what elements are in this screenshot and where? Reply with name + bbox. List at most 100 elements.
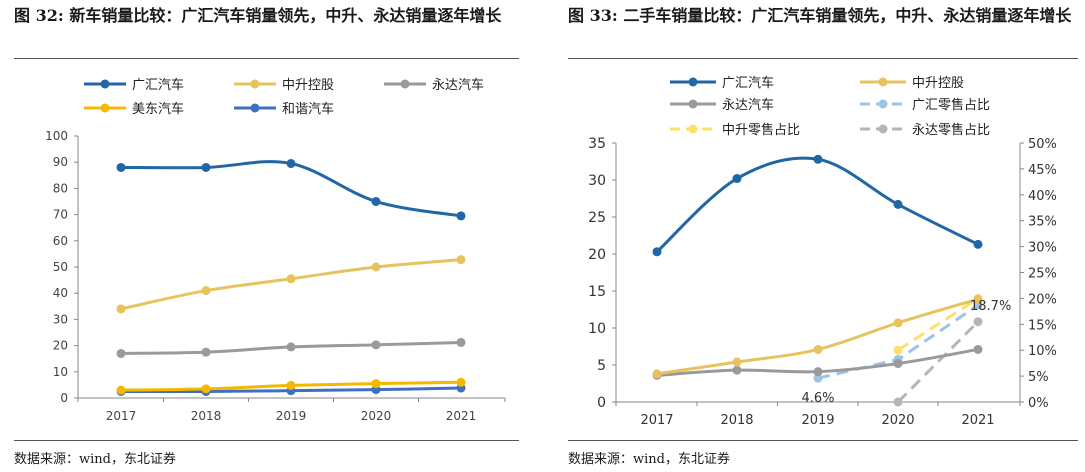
source-note: 数据来源：wind，东北证券 xyxy=(568,452,730,467)
data-point xyxy=(116,385,126,395)
data-point xyxy=(732,365,742,375)
y2-tick-label: 45% xyxy=(1028,163,1057,178)
title-text: 二手车销量比较：广汇汽车销量领先，中升、永达销量逐年增长 xyxy=(623,6,1072,25)
y-tick-label: 30 xyxy=(53,312,68,326)
data-point xyxy=(286,380,296,390)
legend-item-series-3: 永达汽车 xyxy=(384,77,484,93)
data-point xyxy=(116,304,126,314)
legend-marker xyxy=(688,77,698,87)
legend-label: 中升零售占比 xyxy=(722,122,800,138)
data-point xyxy=(813,367,823,377)
legend-item-series-6: 永达零售占比 xyxy=(860,122,990,138)
y2-tick-label: 20% xyxy=(1028,292,1057,307)
y-tick-label: 5 xyxy=(597,358,606,374)
chart-title: 图 32: 新车销量比较：广汇汽车销量领先，中升、永达销量逐年增长 xyxy=(14,4,514,28)
legend-label: 广汇汽车 xyxy=(722,75,774,91)
y2-tick-label: 30% xyxy=(1028,241,1057,256)
data-point xyxy=(371,379,381,389)
x-tick-label: 2021 xyxy=(446,409,477,423)
data-point xyxy=(456,337,466,347)
y2-tick-label: 50% xyxy=(1028,137,1057,152)
line-series-2 xyxy=(652,294,983,379)
y2-tick-label: 15% xyxy=(1028,318,1057,333)
series-line xyxy=(897,297,979,352)
x-tick-label: 2018 xyxy=(191,409,222,423)
x-tick-label: 2020 xyxy=(881,413,914,428)
y2-tick-label: 25% xyxy=(1028,267,1057,282)
y-tick-label: 0 xyxy=(597,395,606,411)
y2-tick-label: 5% xyxy=(1028,370,1049,385)
y-tick-label: 20 xyxy=(53,339,68,353)
legend-label: 广汇汽车 xyxy=(132,77,184,93)
legend-item-series-2: 中升控股 xyxy=(234,78,334,93)
title-text: 新车销量比较：广汇汽车销量领先，中升、永达销量逐年增长 xyxy=(69,6,502,25)
x-tick-label: 2019 xyxy=(276,409,307,423)
legend-label: 永达汽车 xyxy=(432,77,484,93)
source-divider xyxy=(568,440,1078,441)
x-tick-label: 2017 xyxy=(106,409,137,423)
legend-item-series-4: 美东汽车 xyxy=(84,101,184,117)
data-point xyxy=(652,369,662,379)
y-tick-label: 10 xyxy=(53,365,68,379)
y-tick-label: 40 xyxy=(53,286,68,300)
series-line xyxy=(120,258,462,311)
chart-title: 图 33: 二手车销量比较：广汇汽车销量领先，中升、永达销量逐年增长 xyxy=(568,4,1078,28)
data-point xyxy=(732,174,742,184)
legend-marker xyxy=(688,124,698,134)
legend-marker xyxy=(250,103,260,113)
data-label: 4.6% xyxy=(801,391,834,406)
legend-item-series-3: 永达汽车 xyxy=(670,97,774,113)
data-point xyxy=(893,345,903,355)
legend-label: 中升控股 xyxy=(282,78,334,93)
series-line xyxy=(655,156,979,253)
y-tick-label: 90 xyxy=(53,155,68,169)
legend-label: 永达汽车 xyxy=(722,97,774,113)
data-point xyxy=(371,340,381,350)
legend-marker xyxy=(100,103,110,113)
legend-item-series-1: 广汇汽车 xyxy=(84,77,184,93)
title-divider xyxy=(568,58,1078,59)
data-point xyxy=(732,357,742,367)
x-tick-label: 2020 xyxy=(361,409,392,423)
data-point xyxy=(973,294,983,304)
legend-item-series-2: 中升控股 xyxy=(860,76,964,91)
figure-label: 图 33: xyxy=(568,6,618,25)
legend-item-series-4: 广汇零售占比 xyxy=(860,97,990,113)
data-label: 18.7% xyxy=(970,299,1011,314)
source-divider xyxy=(14,440,519,441)
y-tick-label: 35 xyxy=(588,136,606,152)
legend-marker xyxy=(878,124,888,134)
legend-label: 广汇零售占比 xyxy=(912,97,990,113)
x-tick-label: 2019 xyxy=(801,413,834,428)
data-point xyxy=(813,373,823,383)
data-point xyxy=(973,239,983,249)
data-point xyxy=(116,348,126,358)
legend-marker xyxy=(878,77,888,87)
data-point xyxy=(973,317,983,327)
legend-item-series-5: 和谐汽车 xyxy=(234,101,334,117)
data-point xyxy=(201,384,211,394)
data-point xyxy=(456,255,466,265)
data-point xyxy=(201,162,211,172)
data-point xyxy=(893,397,903,407)
data-point xyxy=(371,262,381,272)
left-chart-panel: 图 32: 新车销量比较：广汇汽车销量领先，中升、永达销量逐年增长 广汇汽车 中升… xyxy=(0,0,530,472)
legend-label: 中升控股 xyxy=(912,76,964,91)
line-series-3 xyxy=(116,337,466,358)
data-point xyxy=(893,318,903,328)
line-series-2 xyxy=(116,255,466,314)
y2-tick-label: 35% xyxy=(1028,215,1057,230)
data-point xyxy=(973,344,983,354)
y-tick-label: 15 xyxy=(588,284,606,300)
data-point xyxy=(652,247,662,257)
right-chart-panel: 图 33: 二手车销量比较：广汇汽车销量领先，中升、永达销量逐年增长 广汇汽车中… xyxy=(560,0,1085,472)
data-point xyxy=(456,211,466,221)
y2-tick-label: 0% xyxy=(1028,396,1049,411)
data-point xyxy=(201,347,211,357)
x-tick-label: 2018 xyxy=(720,413,753,428)
title-divider xyxy=(14,58,519,59)
figure-label: 图 32: xyxy=(14,6,64,25)
line-series-4 xyxy=(116,377,466,395)
